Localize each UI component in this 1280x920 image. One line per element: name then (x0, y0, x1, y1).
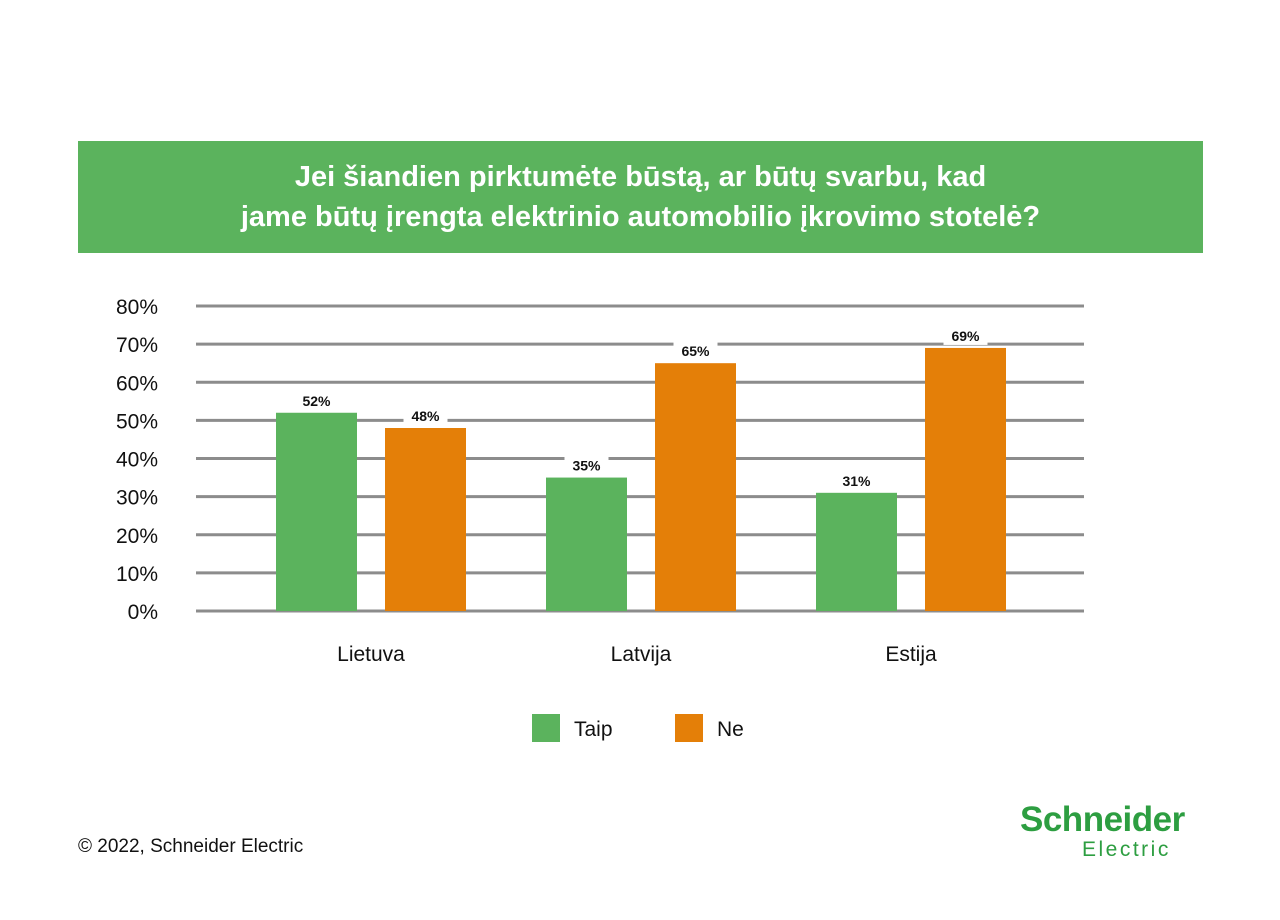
y-tick-label: 10% (116, 563, 158, 586)
data-label: 69% (951, 328, 980, 344)
data-label: 48% (411, 408, 440, 424)
legend-swatch (675, 714, 703, 742)
y-tick-label: 40% (116, 449, 158, 472)
data-label-bg (564, 455, 609, 475)
data-label-bg (834, 470, 879, 490)
bar-taip-latvija (546, 477, 627, 611)
logo-text-2: Electric (1082, 838, 1171, 861)
y-tick-label: 30% (116, 487, 158, 510)
x-tick-label: Lietuva (337, 643, 405, 666)
copyright-text: © 2022, Schneider Electric (78, 836, 304, 857)
data-label-bg (403, 406, 448, 425)
x-tick-label: Estija (885, 643, 937, 666)
y-tick-label: 70% (116, 334, 158, 357)
title-line-1: Jei šiandien pirktumėte būstą, ar būtų s… (294, 161, 987, 193)
bar-ne-estija (925, 347, 1006, 611)
bar-taip-estija (816, 492, 897, 611)
y-tick-label: 50% (116, 410, 158, 433)
legend-label: Ne (717, 718, 744, 741)
data-label: 31% (842, 473, 871, 489)
logo-text-1: Schneider (1020, 800, 1185, 839)
data-label: 52% (302, 393, 331, 409)
bar-ne-latvija (655, 363, 736, 611)
data-label-bg (673, 341, 718, 361)
legend-swatch (532, 714, 560, 742)
title-line-2: jame būtų įrengta elektrinio automobilio… (240, 201, 1041, 233)
data-label-bg (943, 325, 988, 345)
y-tick-label: 80% (116, 296, 158, 319)
data-label-bg (294, 390, 339, 410)
legend-label: Taip (574, 718, 613, 741)
bar-taip-lietuva (276, 412, 357, 611)
data-label: 65% (681, 343, 710, 359)
schneider-electric-logo: Schneider Electric (1020, 800, 1205, 860)
x-tick-label: Latvija (611, 643, 672, 666)
y-tick-label: 60% (116, 372, 158, 395)
chart-title-banner: Jei šiandien pirktumėte būstą, ar būtų s… (78, 141, 1203, 253)
data-label: 35% (572, 458, 601, 474)
y-tick-label: 20% (116, 525, 158, 548)
y-tick-label: 0% (128, 601, 158, 624)
bar-ne-lietuva (385, 428, 466, 611)
